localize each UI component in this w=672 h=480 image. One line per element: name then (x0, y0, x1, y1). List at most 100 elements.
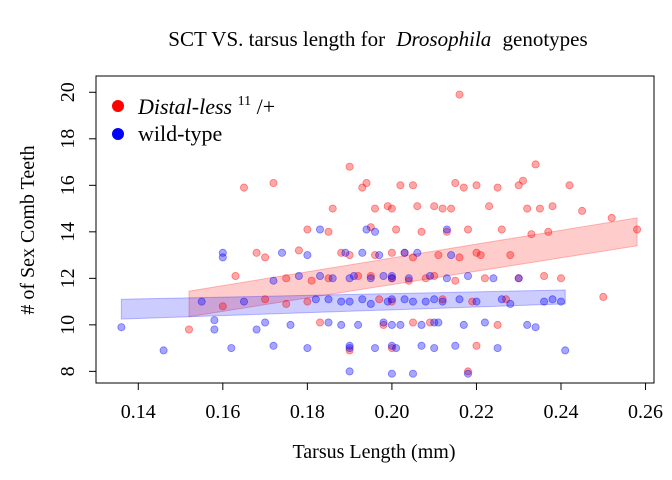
data-point (218, 302, 227, 311)
data-point (387, 274, 396, 283)
legend-tail: /+ (257, 94, 276, 119)
data-point (506, 299, 515, 308)
data-point (425, 318, 434, 327)
data-point (345, 251, 354, 260)
y-tick-label: 14 (57, 222, 79, 242)
data-point (421, 274, 430, 283)
data-point (408, 318, 417, 327)
x-axis: 0.14 0.16 0.18 0.20 0.22 0.24 0.26 (121, 383, 663, 423)
data-point (463, 271, 472, 280)
data-point (493, 320, 502, 329)
data-point (337, 297, 346, 306)
data-point (366, 271, 375, 280)
data-point (345, 274, 354, 283)
data-point (476, 251, 485, 260)
data-point (396, 320, 405, 329)
data-point (286, 320, 295, 329)
data-point (354, 320, 363, 329)
x-tick-label: 0.22 (459, 401, 494, 423)
data-point (404, 276, 413, 285)
data-point (282, 299, 291, 308)
data-points (117, 90, 642, 378)
legend-italic: Distal-less (137, 94, 232, 119)
data-point (349, 271, 358, 280)
data-point (497, 225, 506, 234)
data-point (311, 295, 320, 304)
x-tick-label: 0.14 (121, 401, 156, 423)
data-point (387, 297, 396, 306)
data-point (210, 325, 219, 334)
data-point (307, 276, 316, 285)
data-point (633, 225, 642, 234)
data-point (472, 181, 481, 190)
data-point (430, 202, 439, 211)
data-point (548, 295, 557, 304)
data-point (303, 297, 312, 306)
data-point (531, 323, 540, 332)
data-point (451, 178, 460, 187)
data-point (514, 274, 523, 283)
data-point (358, 248, 367, 257)
data-point (417, 320, 426, 329)
data-point (184, 325, 193, 334)
data-point (159, 346, 168, 355)
data-point (400, 248, 409, 257)
data-point (527, 230, 536, 239)
data-point (438, 204, 447, 213)
y-tick-label: 18 (57, 129, 79, 149)
legend-label-distal-less: Distal-less 11 /+ (137, 85, 275, 119)
data-point (387, 204, 396, 213)
data-point (379, 271, 388, 280)
data-point (468, 297, 477, 306)
data-point (303, 251, 312, 260)
data-point (387, 320, 396, 329)
data-point (375, 295, 384, 304)
data-point (400, 248, 409, 257)
x-tick-label: 0.24 (544, 401, 579, 423)
x-tick-label: 0.26 (628, 401, 663, 423)
data-point (430, 344, 439, 353)
data-point (324, 274, 333, 283)
data-point (434, 251, 443, 260)
data-point (565, 181, 574, 190)
data-point (607, 213, 616, 222)
data-point (341, 248, 350, 257)
data-point (269, 178, 278, 187)
data-point (480, 318, 489, 327)
data-point (447, 204, 456, 213)
data-point (523, 320, 532, 329)
data-point (455, 90, 464, 99)
data-point (447, 251, 456, 260)
y-tick-label: 12 (57, 268, 79, 288)
data-point (408, 181, 417, 190)
x-tick-label: 0.18 (290, 401, 325, 423)
legend-marker-distal-less (112, 100, 124, 112)
data-point (535, 204, 544, 213)
data-point (379, 320, 388, 329)
data-point (497, 295, 506, 304)
data-point (506, 251, 515, 260)
data-point (417, 227, 426, 236)
data-point (485, 202, 494, 211)
data-point (557, 297, 566, 306)
data-point (354, 271, 363, 280)
data-point (387, 271, 396, 280)
data-point (252, 248, 261, 257)
data-point (430, 295, 439, 304)
data-point (197, 297, 206, 306)
data-point (239, 297, 248, 306)
legend: Distal-less 11 /+ wild-type (112, 85, 275, 146)
data-point (480, 274, 489, 283)
data-point (540, 271, 549, 280)
data-point (561, 346, 570, 355)
data-point (231, 271, 240, 280)
y-axis-label: # of Sex Comb Teeth (17, 145, 39, 314)
data-point (370, 344, 379, 353)
data-point (328, 274, 337, 283)
data-point (315, 271, 324, 280)
y-axis: 8 10 12 14 16 18 20 (57, 82, 96, 376)
y-tick-label: 20 (57, 82, 79, 102)
data-point (261, 295, 270, 304)
data-point (324, 295, 333, 304)
